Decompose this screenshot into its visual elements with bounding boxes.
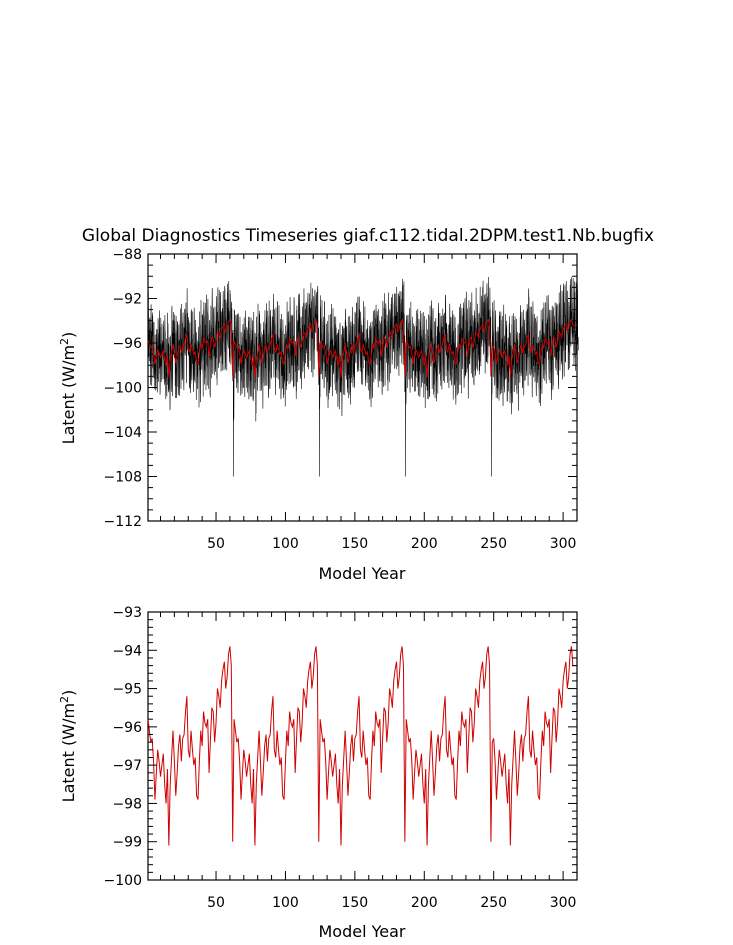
top-x-tick-label: 50 — [207, 536, 225, 552]
top-y-tick-label: −100 — [104, 381, 142, 397]
bottom-y-axis-label: Latent (W/m2) — [58, 690, 78, 803]
bottom-x-tick-label: 50 — [207, 895, 225, 911]
bottom-x-tick-label: 250 — [480, 895, 507, 911]
bottom-panel: 50 100 150 200 250 300 −100 −99 −98 −97 −96 −95 −94 −… — [58, 605, 578, 941]
bottom-y-tick-label: −97 — [112, 758, 142, 774]
top-x-tick-label: 150 — [341, 536, 368, 552]
top-y-axis-label: Latent (W/m2) — [58, 332, 78, 445]
top-x-tick-label: 250 — [480, 536, 507, 552]
top-x-tick-label: 100 — [272, 536, 299, 552]
top-y-tick-label: −96 — [112, 336, 142, 352]
top-y-tick-label: −108 — [104, 470, 142, 486]
top-y-tick-label: −104 — [104, 425, 143, 441]
top-y-tick-label: −112 — [104, 514, 142, 530]
bottom-x-tick-label: 200 — [411, 895, 438, 911]
bottom-axis-ticks: 50 100 150 200 250 300 −100 −99 −98 −97 −96 −95 −94 −… — [104, 605, 578, 911]
bottom-x-axis-label: Model Year — [319, 922, 406, 941]
bottom-y-tick-label: −93 — [112, 605, 142, 621]
top-annual-line — [147, 318, 577, 378]
bottom-y-tick-label: −94 — [112, 643, 142, 659]
top-raw-line — [147, 277, 579, 477]
chart-title: Global Diagnostics Timeseries giaf.c112.… — [82, 226, 654, 246]
bottom-x-tick-label: 150 — [341, 895, 368, 911]
bottom-annual-series — [147, 646, 577, 846]
top-axis-ticks: 50 100 150 200 250 300 −112 −108 −104 −100 −96 −92 −… — [104, 247, 578, 552]
bottom-y-tick-label: −98 — [112, 796, 142, 812]
top-annual-series — [147, 318, 577, 378]
bottom-y-tick-label: −95 — [112, 682, 142, 698]
top-x-tick-label: 300 — [550, 536, 577, 552]
top-raw-series — [147, 277, 579, 477]
bottom-x-tick-label: 100 — [272, 895, 299, 911]
top-y-tick-label: −88 — [112, 247, 142, 263]
top-x-tick-label: 200 — [411, 536, 438, 552]
bottom-y-tick-label: −100 — [104, 873, 142, 889]
top-y-tick-label: −92 — [112, 292, 142, 308]
bottom-y-tick-label: −99 — [112, 835, 142, 851]
bottom-plot-frame — [147, 611, 578, 881]
bottom-y-tick-label: −96 — [112, 720, 142, 736]
top-panel: 50 100 150 200 250 300 −112 −108 −104 −100 −96 −92 −… — [58, 247, 579, 583]
bottom-annual-line — [147, 646, 577, 846]
top-x-axis-label: Model Year — [319, 564, 406, 583]
bottom-x-tick-label: 300 — [550, 895, 577, 911]
